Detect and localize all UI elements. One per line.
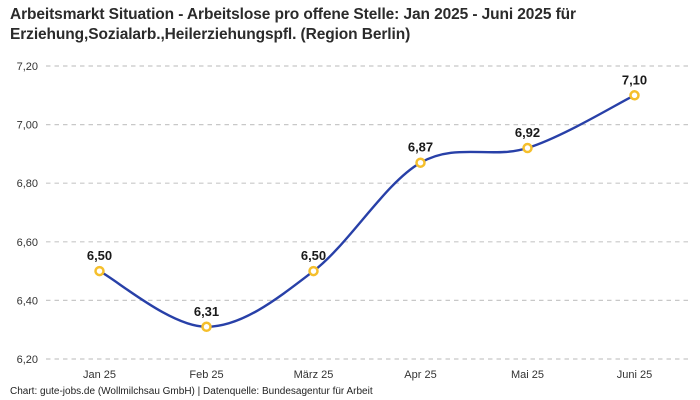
- y-axis-tick-label: 6,40: [17, 295, 38, 307]
- x-axis-tick-label: Jan 25: [83, 369, 116, 381]
- data-point-label: 6,87: [408, 140, 433, 155]
- data-point-marker: [94, 265, 105, 277]
- y-axis-tick-label: 6,60: [17, 237, 38, 249]
- data-point-label: 6,50: [87, 248, 112, 263]
- data-point-label: 6,50: [301, 248, 326, 263]
- x-axis-tick-label: März 25: [294, 369, 334, 381]
- data-point-marker: [308, 265, 319, 277]
- x-axis-tick-label: Mai 25: [511, 369, 544, 381]
- x-axis-tick-label: Apr 25: [404, 369, 436, 381]
- x-axis-tick-label: Juni 25: [617, 369, 652, 381]
- data-point-label: 6,92: [515, 125, 540, 140]
- y-axis-tick-label: 6,80: [17, 178, 38, 190]
- data-point-marker: [201, 321, 212, 333]
- data-point-label: 6,31: [194, 304, 219, 319]
- chart-title: Arbeitsmarkt Situation - Arbeitslose pro…: [10, 6, 576, 43]
- y-axis-tick-label: 7,20: [17, 61, 38, 73]
- data-point-marker: [415, 157, 426, 168]
- data-series-line: [98, 94, 636, 329]
- chart-footer: Chart: gute-jobs.de (Wollmilchsau GmbH) …: [10, 386, 373, 397]
- data-point-marker: [629, 90, 640, 101]
- x-axis-tick-label: Feb 25: [189, 369, 223, 381]
- data-point-label: 7,10: [622, 72, 647, 87]
- y-axis-tick-label: 7,00: [17, 120, 38, 132]
- y-axis-tick-label: 6,20: [17, 354, 38, 366]
- data-point-marker: [522, 142, 533, 154]
